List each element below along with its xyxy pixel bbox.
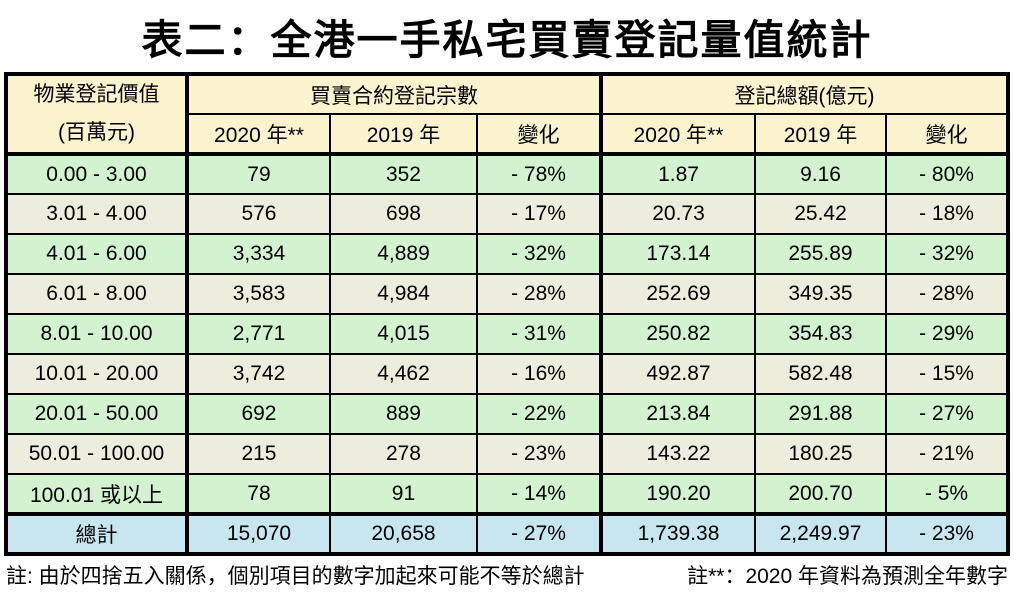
table-cell: 25.42 xyxy=(754,193,887,235)
group-header-row: 物業登記價值 (百萬元) 買賣合約登記宗數 登記總額(億元) xyxy=(4,73,1009,156)
table-cell: 3,334 xyxy=(184,233,331,275)
table-cell: - 15% xyxy=(885,353,1009,395)
table-row: 20.01 - 50.00 692 889 - 22% 213.84 291.8… xyxy=(4,393,1009,435)
total-cell: 15,070 xyxy=(184,512,331,555)
table-cell: 173.14 xyxy=(599,233,756,275)
subheader-contracts-2020: 2020 年** xyxy=(184,113,331,156)
table-cell: - 21% xyxy=(885,433,1009,475)
table-cell: - 32% xyxy=(475,233,603,275)
table-cell: - 29% xyxy=(885,313,1009,355)
table-row: 3.01 - 4.00 576 698 - 17% 20.73 25.42 - … xyxy=(4,193,1009,235)
table-cell: 213.84 xyxy=(599,393,756,435)
table-cell: - 22% xyxy=(475,393,603,435)
price-range-cell: 4.01 - 6.00 xyxy=(4,233,188,275)
table-row: 0.00 - 3.00 79 352 - 78% 1.87 9.16 - 80% xyxy=(4,153,1009,195)
table-cell: - 80% xyxy=(885,153,1009,195)
total-cell: 2,249.97 xyxy=(754,512,887,555)
table-cell: 3,742 xyxy=(184,353,331,395)
table-row: 6.01 - 8.00 3,583 4,984 - 28% 252.69 349… xyxy=(4,273,1009,315)
table-cell: - 14% xyxy=(475,473,603,515)
table-row: 50.01 - 100.00 215 278 - 23% 143.22 180.… xyxy=(4,433,1009,475)
table-cell: 3,583 xyxy=(184,273,331,315)
table-cell: 190.20 xyxy=(599,473,756,515)
table-cell: 215 xyxy=(184,433,331,475)
total-cell: - 23% xyxy=(885,512,1009,555)
table-row: 100.01 或以上 78 91 - 14% 190.20 200.70 - 5… xyxy=(4,473,1009,515)
total-row: 總計 15,070 20,658 - 27% 1,739.38 2,249.97… xyxy=(4,512,1009,555)
sub-header-row: 2020 年** 2019 年 變化 2020 年** 2019 年 變化 xyxy=(6,113,1009,156)
subheader-value-change: 變化 xyxy=(885,113,1009,156)
table-cell: 250.82 xyxy=(599,313,756,355)
table-cell: 20.73 xyxy=(599,193,756,235)
table-cell: - 5% xyxy=(885,473,1009,515)
subheader-contracts-2019: 2019 年 xyxy=(328,113,478,156)
table-cell: 291.88 xyxy=(754,393,887,435)
price-range-cell: 3.01 - 4.00 xyxy=(4,193,188,235)
table-cell: 255.89 xyxy=(754,233,887,275)
table-cell: 9.16 xyxy=(754,153,887,195)
table-cell: 180.25 xyxy=(754,433,887,475)
total-label-cell: 總計 xyxy=(4,512,188,555)
price-range-cell: 20.01 - 50.00 xyxy=(4,393,188,435)
price-range-header-line1: 物業登記價值 xyxy=(33,83,160,106)
price-range-cell: 6.01 - 8.00 xyxy=(4,273,188,315)
table-cell: - 31% xyxy=(475,313,603,355)
table-cell: 252.69 xyxy=(599,273,756,315)
price-range-cell: 10.01 - 20.00 xyxy=(4,353,188,395)
total-cell: 1,739.38 xyxy=(599,512,756,555)
price-range-header-line2: (百萬元) xyxy=(57,121,135,144)
total-cell: - 27% xyxy=(475,512,603,555)
table-row: 10.01 - 20.00 3,742 4,462 - 16% 492.87 5… xyxy=(4,353,1009,395)
table-cell: 79 xyxy=(184,153,331,195)
table-cell: - 27% xyxy=(885,393,1009,435)
table-cell: 1.87 xyxy=(599,153,756,195)
price-range-cell: 8.01 - 10.00 xyxy=(4,313,188,355)
table-row: 4.01 - 6.00 3,334 4,889 - 32% 173.14 255… xyxy=(4,233,1009,275)
table-cell: 143.22 xyxy=(599,433,756,475)
subheader-value-2019: 2019 年 xyxy=(754,113,887,156)
subheader-value-2020: 2020 年** xyxy=(599,113,756,156)
table-cell: 492.87 xyxy=(599,353,756,395)
table-cell: - 28% xyxy=(475,273,603,315)
table-cell: 354.83 xyxy=(754,313,887,355)
table-cell: 200.70 xyxy=(754,473,887,515)
table-cell: 4,889 xyxy=(328,233,478,275)
table-cell: 692 xyxy=(184,393,331,435)
table-cell: 91 xyxy=(328,473,478,515)
footnotes: 註: 由於四捨五入關係，個別項目的數字加起來可能不等於總計 註**：2020 年… xyxy=(0,556,1014,590)
price-range-cell: 50.01 - 100.00 xyxy=(4,433,188,475)
table-cell: - 23% xyxy=(475,433,603,475)
table-cell: 576 xyxy=(184,193,331,235)
stats-table: 物業登記價值 (百萬元) 買賣合約登記宗數 登記總額(億元) 2020 年** … xyxy=(3,72,1010,556)
table-row: 8.01 - 10.00 2,771 4,015 - 31% 250.82 35… xyxy=(4,313,1009,355)
footnote-forecast: 註**：2020 年資料為預測全年數字 xyxy=(687,565,1008,588)
subheader-contracts-change: 變化 xyxy=(475,113,603,156)
footnote-rounding: 註: 由於四捨五入關係，個別項目的數字加起來可能不等於總計 xyxy=(6,565,585,588)
table-cell: 4,984 xyxy=(328,273,478,315)
table-cell: - 78% xyxy=(475,153,603,195)
table-cell: 352 xyxy=(328,153,478,195)
table-cell: - 16% xyxy=(475,353,603,395)
total-cell: 20,658 xyxy=(328,512,478,555)
table-cell: 4,462 xyxy=(328,353,478,395)
table-cell: - 18% xyxy=(885,193,1009,235)
table-cell: 889 xyxy=(328,393,478,435)
table-cell: 278 xyxy=(328,433,478,475)
price-range-column-header: 物業登記價值 (百萬元) xyxy=(4,73,188,156)
table-cell: 582.48 xyxy=(754,353,887,395)
table-cell: 78 xyxy=(184,473,331,515)
table-cell: 698 xyxy=(328,193,478,235)
table-cell: 2,771 xyxy=(184,313,331,355)
group-header-total-value: 登記總額(億元) xyxy=(599,73,1009,115)
table-cell: - 28% xyxy=(885,273,1009,315)
table-cell: - 17% xyxy=(475,193,603,235)
table-cell: - 32% xyxy=(885,233,1009,275)
group-header-contracts: 買賣合約登記宗數 xyxy=(184,73,603,115)
price-range-cell: 0.00 - 3.00 xyxy=(4,153,188,195)
table-cell: 4,015 xyxy=(328,313,478,355)
page-title: 表二：全港一手私宅買賣登記量值統計 xyxy=(141,17,873,63)
price-range-cell: 100.01 或以上 xyxy=(4,473,188,515)
table-cell: 349.35 xyxy=(754,273,887,315)
